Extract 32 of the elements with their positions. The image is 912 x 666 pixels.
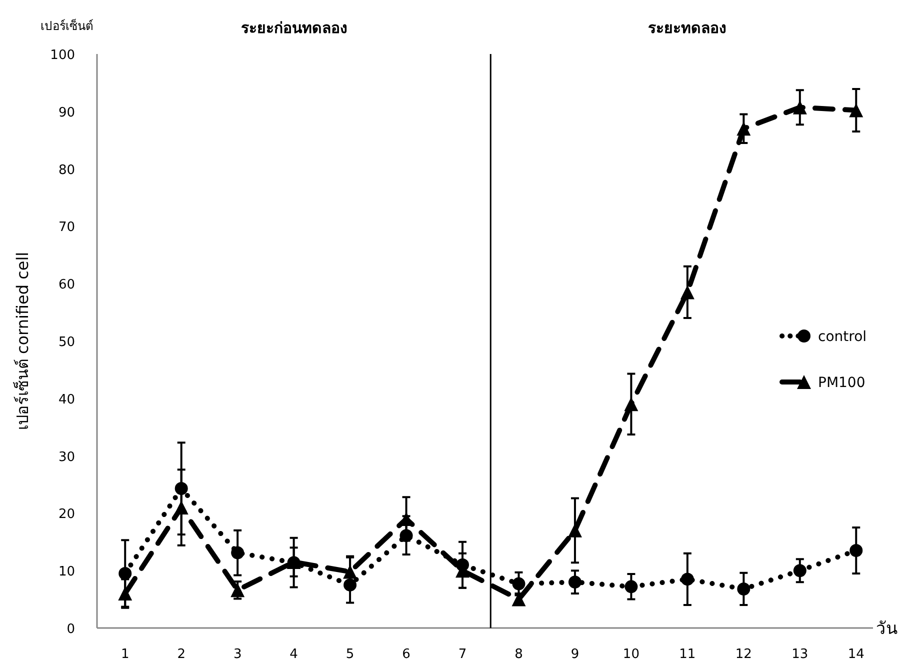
y-axis-title: เปอร์เซ็นต์ cornified cell [12, 252, 32, 430]
legend-label: PM100 [818, 375, 866, 391]
y-tick-label: 90 [58, 105, 75, 120]
y-tick-label: 50 [58, 335, 75, 350]
text: ระยะทดลอง [648, 19, 726, 37]
y-tick-label: 20 [58, 507, 75, 522]
x-tick-label: 6 [402, 647, 410, 662]
text: เปอร์เซ็นต์ [40, 18, 94, 33]
x-axis-title: วัน [876, 619, 898, 639]
x-tick-label: 7 [458, 647, 467, 662]
x-tick-label: 5 [346, 647, 354, 662]
x-tick-label: 11 [679, 647, 696, 662]
x-tick-label: 3 [233, 647, 242, 662]
y-tick-label: 40 [58, 392, 75, 408]
x-tick-label: 9 [570, 647, 580, 662]
y-tick-label: 80 [58, 162, 75, 178]
y-tick-label: 70 [58, 220, 75, 236]
legend-label: control [818, 329, 867, 345]
y-tick-label: 30 [58, 450, 75, 465]
text: ระยะก่อนทดลอง [240, 19, 347, 37]
x-tick-label: 14 [848, 647, 864, 662]
x-tick-label: 2 [177, 647, 186, 662]
y-tick-label: 60 [58, 278, 75, 293]
x-tick-label: 8 [514, 647, 523, 662]
y-tick-label: 0 [66, 622, 75, 637]
x-tick-label: 13 [792, 647, 808, 662]
x-tick-label: 12 [735, 647, 752, 662]
x-tick-label: 10 [622, 647, 640, 662]
y-tick-label: 100 [50, 48, 75, 63]
y-tick-label: 10 [58, 564, 75, 580]
x-tick-label: 1 [120, 647, 130, 662]
x-tick-label: 4 [290, 647, 298, 662]
